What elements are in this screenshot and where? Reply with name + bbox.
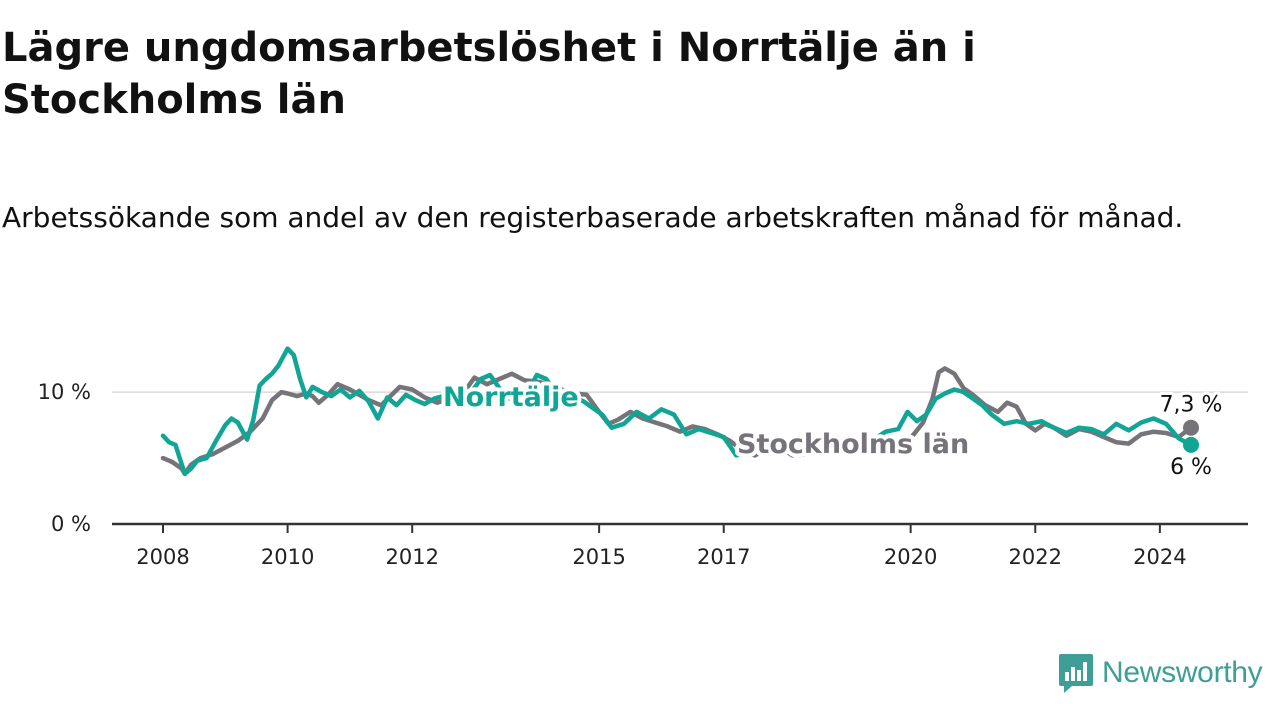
end-point-dot <box>1183 419 1200 436</box>
end-point-dot <box>1183 436 1200 453</box>
brand-name: Newsworthy <box>1102 656 1263 689</box>
x-tick-label: 2012 <box>385 545 438 569</box>
page-title: Lägre ungdomsarbetslöshet i Norrtälje än… <box>2 25 976 123</box>
x-axis: 2008 2010 2012 2015 2017 2020 2022 2024 <box>112 522 1248 569</box>
series-line-norrt-lje <box>160 346 1194 477</box>
x-tick-label: 2015 <box>572 545 625 569</box>
x-tick-label: 2020 <box>884 545 937 569</box>
series-label-stockholms-lan: Stockholms län <box>737 429 969 460</box>
series-lines <box>160 346 1194 477</box>
y-axis-labels: 0 % 10 % <box>38 380 91 536</box>
end-value-label: 7,3 % <box>1160 393 1223 418</box>
x-tick-label: 2024 <box>1133 545 1186 569</box>
newsworthy-brand: Newsworthy <box>1058 652 1263 694</box>
chart-subtitle: Arbetssökande som andel av den registerb… <box>2 201 1184 234</box>
y-tick-label: 10 % <box>38 380 91 404</box>
x-tick-label: 2010 <box>261 545 314 569</box>
line-chart: 0 % 10 % 2008 2010 2012 2015 2017 2020 2022 2024… <box>38 346 1248 569</box>
end-value-label: 6 % <box>1170 455 1212 480</box>
x-tick-label: 2008 <box>136 545 189 569</box>
newsworthy-chart-logo-icon <box>1059 654 1093 693</box>
series-label-norrtalje: Norrtälje <box>443 382 579 413</box>
x-tick-label: 2017 <box>697 545 750 569</box>
y-tick-label: 0 % <box>51 512 91 536</box>
series-labels: Norrtälje Stockholms län 7,3 % 6 % <box>439 378 1225 483</box>
x-tick-label: 2022 <box>1009 545 1062 569</box>
